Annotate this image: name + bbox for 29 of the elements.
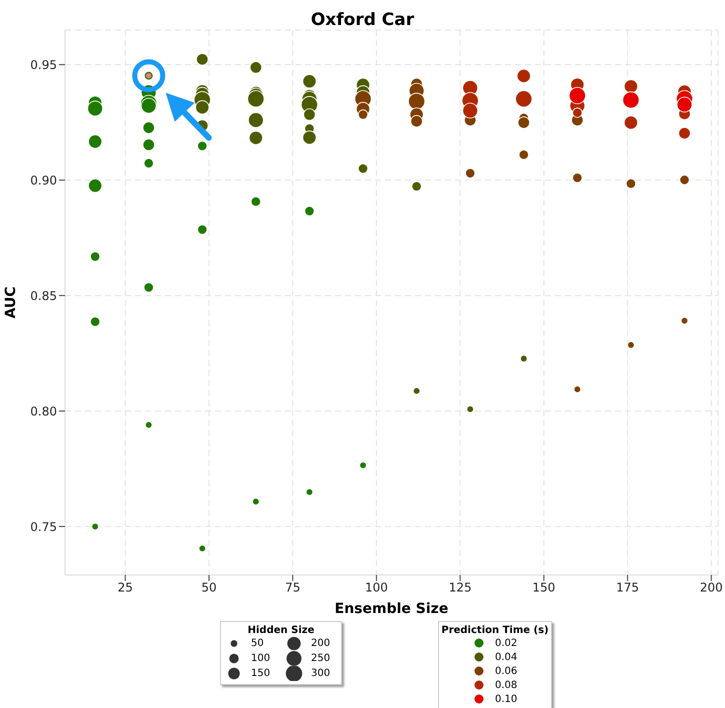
legend-label: 250 (311, 653, 330, 664)
y-axis-title: AUC (2, 286, 19, 319)
y-tick-label: 0.80 (30, 404, 57, 418)
y-tick-label: 0.75 (30, 520, 57, 534)
legend-label: 50 (251, 638, 264, 649)
legend-title: Prediction Time (s) (440, 625, 550, 636)
text: Hidden Size (246, 625, 316, 636)
legend-label: 100 (251, 653, 270, 664)
x-tick-label: 175 (616, 580, 640, 595)
y-tick-label: 0.85 (30, 288, 57, 303)
x-tick-label: 200 (700, 580, 723, 595)
legend-label: 0.10 (495, 694, 518, 704)
x-tick-label: 75 (285, 580, 300, 595)
x-tick-label: 100 (364, 580, 388, 595)
y-tick-label: 0.95 (30, 58, 57, 72)
x-tick-label: 150 (532, 580, 556, 595)
legend-label: 300 (311, 668, 330, 679)
legend-label: 0.04 (495, 652, 518, 662)
x-axis-title: Ensemble Size (334, 601, 448, 617)
x-tick-label: 25 (118, 580, 133, 595)
x-tick-label: 50 (201, 580, 217, 595)
legend-label: 150 (251, 668, 270, 679)
y-tick-label: 0.90 (30, 173, 57, 188)
chart-title: Oxford Car (310, 10, 416, 30)
legend-label: 0.02 (495, 638, 518, 648)
legend-label: 0.06 (495, 666, 518, 676)
legend-label: 200 (311, 638, 330, 649)
x-tick-label: 125 (448, 580, 472, 595)
legend-label: 0.08 (495, 680, 518, 690)
